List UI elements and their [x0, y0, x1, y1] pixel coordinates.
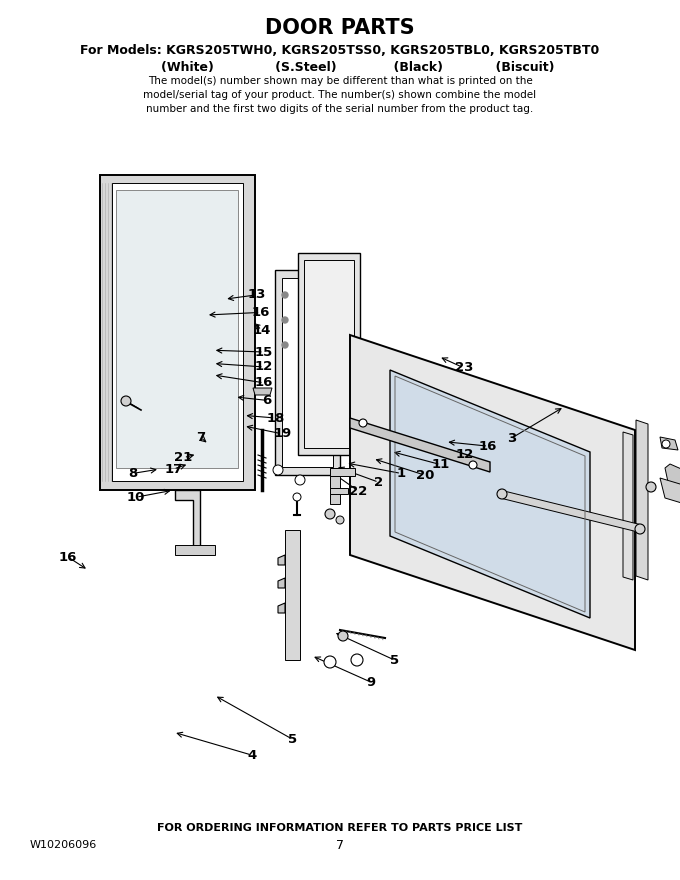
Text: 5: 5 [390, 654, 399, 666]
Polygon shape [636, 420, 648, 580]
Circle shape [359, 419, 367, 427]
Polygon shape [330, 476, 340, 488]
Text: 4: 4 [247, 749, 256, 761]
Polygon shape [116, 190, 238, 468]
Circle shape [282, 342, 288, 348]
Circle shape [293, 493, 301, 501]
Polygon shape [350, 335, 635, 650]
Text: 20: 20 [415, 469, 435, 481]
Polygon shape [660, 437, 678, 450]
Polygon shape [275, 270, 340, 475]
Text: 8: 8 [128, 467, 137, 480]
Text: The model(s) number shown may be different than what is printed on the
model/ser: The model(s) number shown may be differe… [143, 76, 537, 114]
Text: 21: 21 [175, 451, 192, 464]
Text: 6: 6 [262, 394, 272, 407]
Text: 23: 23 [454, 362, 473, 374]
Text: 19: 19 [273, 428, 291, 440]
Circle shape [497, 489, 507, 499]
Text: 17: 17 [165, 463, 182, 475]
Polygon shape [330, 494, 340, 504]
Circle shape [646, 482, 656, 492]
Polygon shape [660, 478, 680, 510]
Polygon shape [665, 464, 680, 490]
Circle shape [282, 317, 288, 323]
Text: DOOR PARTS: DOOR PARTS [265, 18, 415, 38]
Text: 1: 1 [396, 467, 406, 480]
Circle shape [351, 654, 363, 666]
Text: 12: 12 [456, 448, 473, 460]
Polygon shape [112, 183, 243, 481]
Text: 10: 10 [126, 491, 146, 503]
Circle shape [338, 631, 348, 641]
Text: 15: 15 [255, 346, 273, 358]
Circle shape [121, 396, 131, 406]
Text: 9: 9 [366, 676, 375, 688]
Text: 14: 14 [252, 324, 271, 336]
Circle shape [273, 465, 283, 475]
Polygon shape [253, 388, 272, 395]
Text: 3: 3 [507, 432, 516, 444]
Text: 16: 16 [479, 440, 498, 452]
Circle shape [662, 440, 670, 448]
Circle shape [635, 524, 645, 534]
Polygon shape [298, 253, 360, 455]
Text: 16: 16 [254, 377, 273, 389]
Polygon shape [330, 488, 348, 494]
Polygon shape [278, 578, 285, 588]
Text: 7: 7 [336, 839, 344, 852]
Circle shape [336, 516, 344, 524]
Polygon shape [175, 545, 215, 555]
Polygon shape [278, 555, 285, 565]
Text: 13: 13 [248, 289, 267, 301]
Text: 2: 2 [374, 476, 384, 488]
Polygon shape [100, 175, 255, 490]
Text: W10206096: W10206096 [30, 840, 97, 850]
Text: 22: 22 [350, 485, 367, 497]
Polygon shape [500, 490, 642, 533]
Polygon shape [282, 278, 333, 467]
Text: 11: 11 [432, 458, 449, 471]
Text: 16: 16 [58, 551, 78, 563]
Polygon shape [285, 530, 300, 660]
Polygon shape [390, 370, 590, 618]
Circle shape [325, 509, 335, 519]
Polygon shape [278, 603, 285, 613]
Polygon shape [623, 432, 633, 580]
Text: 7: 7 [196, 431, 205, 444]
Polygon shape [175, 490, 200, 550]
Text: 16: 16 [251, 306, 270, 319]
Polygon shape [304, 260, 354, 448]
Text: 12: 12 [255, 361, 273, 373]
Circle shape [324, 656, 336, 668]
Polygon shape [330, 468, 355, 476]
Circle shape [282, 292, 288, 298]
Circle shape [295, 475, 305, 485]
Text: 18: 18 [266, 412, 285, 424]
Text: (White)              (S.Steel)             (Black)            (Biscuit): (White) (S.Steel) (Black) (Biscuit) [126, 61, 554, 74]
Circle shape [469, 461, 477, 469]
Text: FOR ORDERING INFORMATION REFER TO PARTS PRICE LIST: FOR ORDERING INFORMATION REFER TO PARTS … [157, 823, 523, 833]
Text: 5: 5 [288, 733, 297, 745]
Text: For Models: KGRS205TWH0, KGRS205TSS0, KGRS205TBL0, KGRS205TBT0: For Models: KGRS205TWH0, KGRS205TSS0, KG… [80, 43, 600, 56]
Polygon shape [350, 418, 490, 472]
